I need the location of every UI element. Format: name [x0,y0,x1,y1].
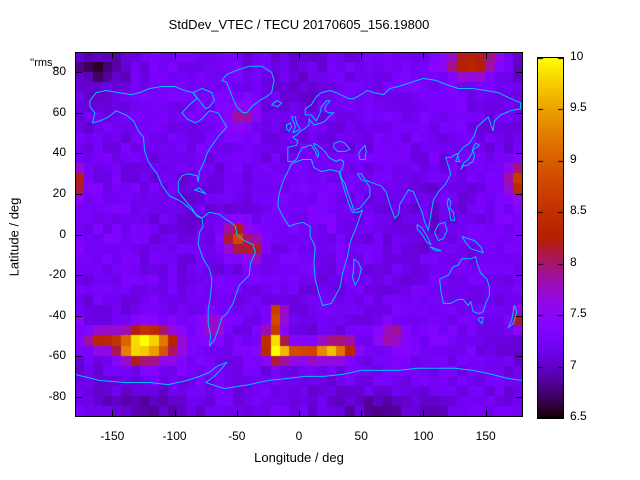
coastline [358,144,367,160]
plot-title: StdDev_VTEC / TECU 20170605_156.19800 [168,17,430,32]
y-tick-label: 0 [59,226,66,241]
coastline [416,224,432,246]
coastline [333,140,351,152]
coastline [287,77,521,231]
x-tick-label: 100 [413,429,434,443]
y-tick-label: -60 [48,348,66,363]
colorbar-tick-label: 10 [570,49,584,63]
y-tick-label: -40 [48,307,66,322]
coastline [75,361,523,390]
colorbar-tick-label: 9 [570,151,577,166]
x-tick-label: -150 [100,429,125,443]
coastline [352,258,362,286]
colorbar-tick-label: 8 [570,254,577,269]
coastline [477,317,484,325]
x-tick-label: 0 [295,429,303,443]
plot-border [75,52,523,417]
coastline [194,187,207,195]
y-tick-label: 80 [52,64,66,79]
y-tick-label: -80 [48,388,66,403]
coastline [429,246,442,252]
coastline [460,142,480,170]
coastline [192,88,215,110]
x-axis-title: Longitude / deg [254,450,344,465]
coastline [439,256,490,315]
legend-label: ''rms_ [30,57,59,69]
colorbar-tick-label: 7 [570,357,577,372]
y-tick-label: -20 [48,267,66,282]
coastline [197,211,256,347]
x-tick-label: -50 [228,429,246,443]
coastline [286,122,292,132]
colorbar [537,57,564,419]
coastline [271,100,283,108]
coastline [89,86,228,219]
coastline [277,159,363,306]
coastline [291,116,301,134]
colorbar-tick-label: 6.5 [570,409,587,423]
coastline [446,197,456,221]
coastline [461,236,484,254]
coastline [434,221,448,242]
colorbar-tick-label: 7.5 [570,306,587,321]
map-plot [75,52,523,417]
colorbar-tick-label: 8.5 [570,203,587,218]
y-tick-label: 40 [52,145,66,160]
heatmap-canvas [75,52,523,417]
y-tick-label: 60 [52,104,66,119]
x-tick-label: -100 [162,429,187,443]
coastline-overlay [75,52,523,417]
coastline [507,305,518,329]
x-tick-label: 150 [475,429,496,443]
x-tick-label: 50 [354,429,368,443]
coastline [221,65,275,114]
y-tick-label: 20 [52,185,66,200]
colorbar-tick-label: 9.5 [570,100,587,115]
